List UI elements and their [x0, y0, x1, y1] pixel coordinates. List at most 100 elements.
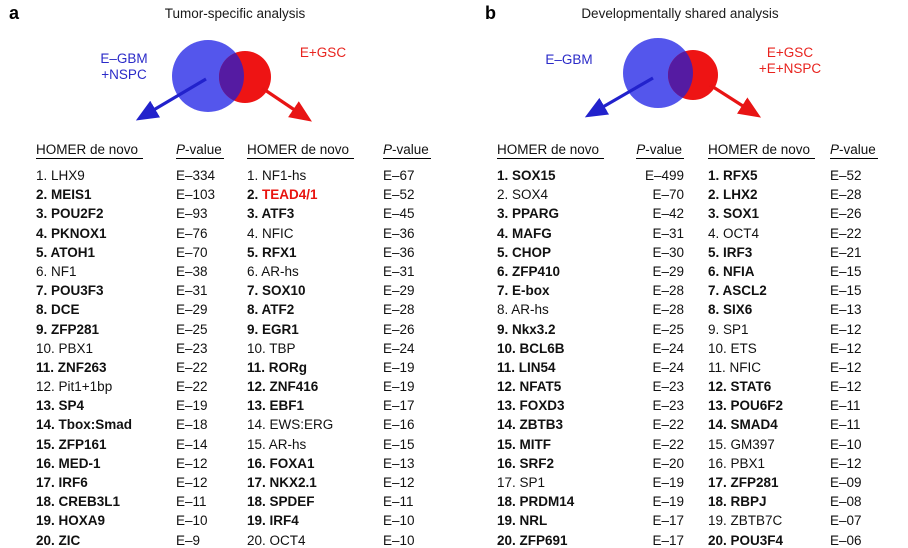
motif-rank: 5. — [708, 244, 724, 260]
motif-rank-and-name: 13. FOXD3 — [497, 396, 565, 415]
p-value: E–25 — [176, 321, 208, 337]
motif-name: ATF3 — [261, 206, 295, 222]
p-value: E–09 — [830, 475, 862, 490]
motif-rank: 18. — [247, 494, 270, 510]
motif-rank-and-name: 7. ASCL2 — [708, 281, 767, 300]
p-italic: P — [176, 142, 186, 157]
motif-rank: 18. — [708, 494, 731, 510]
motif-row: 1. LHX9 E–334 — [36, 166, 232, 185]
motif-rank: 10. — [36, 340, 59, 356]
motif-row: 2. MEIS1 E–103 — [36, 185, 232, 204]
motif-name: CREB3L1 — [58, 494, 121, 510]
venn-diagram-a — [135, 40, 312, 122]
column-header-p-value: P-value — [830, 142, 878, 159]
motif-row: 19. HOXA9 E–10 — [36, 511, 232, 530]
motif-row: 12. NFAT5 E–23 — [497, 377, 684, 396]
motif-row: 3. POU2F2 E–93 — [36, 204, 232, 223]
p-value: E–11 — [830, 417, 861, 433]
motif-row: 11. RORg E–19 — [247, 358, 443, 377]
motif-rank-and-name: 19. ZBTB7C — [708, 511, 782, 530]
motif-row: 14. ZBTB3 E–22 — [497, 415, 684, 434]
motif-rank-and-name: 4. NFIC — [247, 224, 294, 243]
motif-rank: 4. — [247, 225, 263, 241]
venn-b-overlap — [668, 50, 693, 100]
list-header: HOMER de novo P-value — [497, 142, 684, 166]
motif-name: ZFP691 — [519, 532, 568, 548]
motif-name: LHX9 — [51, 168, 85, 183]
motif-rank-and-name: 6. ZFP410 — [497, 262, 560, 281]
p-value: E–28 — [830, 187, 862, 203]
motif-name: RFX1 — [262, 244, 297, 260]
motif-name: SOX15 — [512, 168, 556, 183]
motif-rank-and-name: 20. OCT4 — [247, 531, 306, 548]
motif-rank: 19. — [247, 513, 270, 529]
p-value: E–26 — [383, 321, 415, 337]
p-value: E–31 — [176, 283, 208, 299]
motif-name: NFIC — [729, 359, 762, 375]
motif-row: 13. EBF1 E–17 — [247, 396, 443, 415]
p-value: E–13 — [830, 302, 862, 318]
p-value: E–11 — [383, 494, 414, 510]
motif-name: NKX2.1 — [269, 475, 317, 490]
motif-rank-and-name: 3. SOX1 — [708, 204, 759, 223]
p-value: E–12 — [830, 359, 862, 375]
motif-rank: 9. — [247, 321, 263, 337]
motif-rank: 6. — [708, 263, 724, 279]
motif-rank: 7. — [497, 283, 513, 299]
motif-rank-and-name: 17. IRF6 — [36, 473, 88, 492]
motif-row: 4. PKNOX1 E–76 — [36, 224, 232, 243]
list-header: HOMER de novo P-value — [708, 142, 900, 166]
motif-rank: 15. — [36, 436, 59, 452]
motif-rank: 17. — [708, 475, 731, 490]
motif-rank: 19. — [36, 513, 59, 529]
motif-row: 16. FOXA1 E–13 — [247, 454, 443, 473]
p-value: E–18 — [176, 417, 208, 433]
motif-rank: 18. — [497, 494, 520, 510]
motif-rank-and-name: 18. PRDM14 — [497, 492, 574, 511]
motif-rank-and-name: 8. ATF2 — [247, 300, 294, 319]
motif-rank-and-name: 8. SIX6 — [708, 300, 752, 319]
motif-rank-and-name: 6. NF1 — [36, 262, 77, 281]
motif-rank-and-name: 3. ATF3 — [247, 204, 294, 223]
p-value: E–12 — [830, 379, 862, 395]
p-value: E–9 — [176, 532, 201, 548]
motif-name: MEIS1 — [51, 187, 92, 203]
p-value: E–12 — [830, 340, 862, 356]
motif-rank: 19. — [708, 513, 731, 529]
motif-rank-and-name: 9. EGR1 — [247, 320, 299, 339]
motif-name: EWS:ERG — [269, 417, 334, 433]
motif-name: STAT6 — [730, 379, 772, 395]
motif-name: AR-hs — [261, 263, 299, 279]
motif-name: PRDM14 — [519, 494, 575, 510]
motif-rank: 2. — [247, 187, 263, 203]
motif-row: 3. SOX1 E–26 — [708, 204, 900, 223]
motif-rank-and-name: 16. MED-1 — [36, 454, 101, 473]
p-value: E–17 — [652, 513, 684, 529]
p-value: E–23 — [176, 340, 208, 356]
p-value: E–36 — [383, 244, 415, 260]
p-value: E–28 — [652, 302, 684, 318]
motif-list-a-gsc-specific: HOMER de novo P-value 1. NF1-hs E–67 2. TE… — [247, 142, 443, 548]
motif-rank-and-name: 8. AR-hs — [497, 300, 549, 319]
p-value: E–19 — [383, 359, 415, 375]
p-value: E–499 — [644, 168, 684, 183]
p-value: E–07 — [830, 513, 862, 529]
motif-rank-and-name: 14. SMAD4 — [708, 415, 778, 434]
motif-rank-and-name: 16. SRF2 — [497, 454, 554, 473]
p-italic: P — [830, 142, 840, 157]
motif-rank-and-name: 9. SP1 — [708, 320, 749, 339]
motif-name: IRF6 — [58, 475, 88, 490]
motif-name: ZBTB7C — [730, 513, 783, 529]
p-value: E–24 — [383, 340, 415, 356]
p-value: E–20 — [652, 455, 684, 471]
motif-name: PBX1 — [730, 455, 766, 471]
p-value: E–12 — [383, 475, 415, 490]
p-value: E–12 — [830, 321, 862, 337]
motif-rank: 5. — [36, 244, 51, 260]
motif-row: 12. ZNF416 E–19 — [247, 377, 443, 396]
p-value: E–15 — [830, 263, 862, 279]
motif-rank-and-name: 19. HOXA9 — [36, 511, 105, 530]
motif-rank-and-name: 12. STAT6 — [708, 377, 771, 396]
motif-name: ASCL2 — [722, 283, 767, 299]
motif-rank: 13. — [708, 398, 731, 414]
